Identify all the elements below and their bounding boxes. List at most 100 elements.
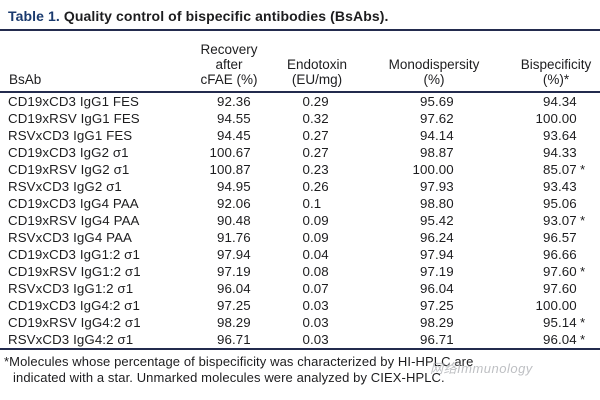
endotoxin-cell: 0.32 [302,111,329,126]
bsab-cell: RSVxCD3 IgG4:2 σ1 [8,332,134,347]
table-footnote: *Molecules whose percentage of bispecifi… [0,354,600,385]
bsab-cell: CD19xRSV IgG4:2 σ1 [8,315,141,330]
monodispersity-cell: 94.14 [420,128,454,143]
star-marker: * [580,332,586,347]
star-marker [580,127,590,144]
bispecificity-cell: 95.14 * [457,314,590,331]
recovery-cell: 91.76 [217,230,251,245]
table-row: CD19xRSV IgG1 FES 94.55 0.32 97.62 100.0… [0,110,600,127]
bispecificity-cell: 100.00 [457,110,590,127]
bispecificity-cell: 96.04 * [457,331,590,348]
bispecificity-cell: 96.66 [457,246,590,263]
recovery-cell: 90.48 [217,213,251,228]
monodispersity-cell: 98.80 [420,196,454,211]
star-marker [580,195,590,212]
bispecificity-cell: 97.60 * [457,263,590,280]
column-header-monodispersity: Monodispersity (%) [388,57,480,87]
table-row: RSVxCD3 IgG1 FES 94.45 0.27 94.14 93.64 [0,127,600,144]
endotoxin-cell: 0.04 [302,247,329,262]
recovery-cell: 94.45 [217,128,251,143]
endotoxin-cell: 0.07 [302,281,329,296]
endotoxin-cell: 0.09 [302,230,329,245]
bsab-cell: CD19xRSV IgG4 PAA [8,213,140,228]
monodispersity-cell: 97.19 [420,264,454,279]
star-marker: * [580,315,586,330]
star-marker: * [580,162,586,177]
bsab-cell: CD19xCD3 IgG1 FES [8,94,140,109]
table-row: CD19xCD3 IgG1:2 σ1 97.94 0.04 97.94 96.6… [0,246,600,263]
recovery-cell: 92.06 [217,196,251,211]
star-marker [580,93,590,110]
bsab-cell: CD19xCD3 IgG4:2 σ1 [8,298,140,313]
bsab-cell: CD19xCD3 IgG2 σ1 [8,145,129,160]
star-marker [580,178,590,195]
table-title-text: Quality control of bispecific antibodies… [63,8,389,24]
table-row: RSVxCD3 IgG1:2 σ1 96.04 0.07 96.04 97.60 [0,280,600,297]
recovery-cell: 96.04 [217,281,251,296]
recovery-cell: 92.36 [217,94,251,109]
bsab-cell: RSVxCD3 IgG4 PAA [8,230,133,245]
bispecificity-cell: 94.34 [457,93,590,110]
table-row: RSVxCD3 IgG2 σ1 94.95 0.26 97.93 93.43 [0,178,600,195]
table-row: CD19xCD3 IgG4:2 σ1 97.25 0.03 97.25 100.… [0,297,600,314]
footnote-line: indicated with a star. Unmarked molecule… [13,369,445,385]
star-marker [580,144,590,161]
bispecificity-cell: 93.07 * [457,212,590,229]
bsab-cell: CD19xRSV IgG2 σ1 [8,162,130,177]
bispecificity-cell: 85.07 * [457,161,590,178]
recovery-cell: 97.25 [217,298,251,313]
bispecificity-cell: 94.33 [457,144,590,161]
table-body: CD19xCD3 IgG1 FES 92.36 0.29 95.69 94.34… [0,93,600,348]
recovery-cell: 96.71 [217,332,251,347]
star-marker [580,246,590,263]
bsab-cell: CD19xRSV IgG1 FES [8,111,140,126]
star-marker: * [580,264,586,279]
recovery-cell: 98.29 [217,315,251,330]
bispecificity-cell: 100.00 [457,297,590,314]
monodispersity-cell: 97.94 [420,247,454,262]
bsab-cell: RSVxCD3 IgG2 σ1 [8,179,122,194]
table-row: CD19xRSV IgG2 σ1 100.87 0.23 100.00 85.0… [0,161,600,178]
bispecificity-cell: 93.43 [457,178,590,195]
monodispersity-cell: 96.24 [420,230,454,245]
star-marker [580,280,590,297]
monodispersity-cell: 100.00 [412,162,454,177]
column-header-bsab: BsAb [9,72,42,87]
recovery-cell: 97.19 [217,264,251,279]
bispecificity-cell: 93.64 [457,127,590,144]
table-row: CD19xCD3 IgG1 FES 92.36 0.29 95.69 94.34 [0,93,600,110]
recovery-cell: 100.87 [209,162,251,177]
table-row: RSVxCD3 IgG4 PAA 91.76 0.09 96.24 96.57 [0,229,600,246]
monodispersity-cell: 95.42 [420,213,454,228]
bispecificity-cell: 96.57 [457,229,590,246]
header-rule [0,91,600,93]
endotoxin-cell: 0.03 [302,332,329,347]
bsab-cell: CD19xCD3 IgG1:2 σ1 [8,247,140,262]
monodispersity-cell: 96.04 [420,281,454,296]
endotoxin-cell: 0.26 [302,179,329,194]
endotoxin-cell: 0.27 [302,145,329,160]
recovery-cell: 97.94 [217,247,251,262]
monodispersity-cell: 97.93 [420,179,454,194]
star-marker [580,229,590,246]
monodispersity-cell: 95.69 [420,94,454,109]
star-marker [580,297,590,314]
endotoxin-cell: 0.08 [302,264,329,279]
monodispersity-cell: 97.25 [420,298,454,313]
footnote-line: *Molecules whose percentage of bispecifi… [4,354,474,369]
table-number-label: Table 1. [8,8,60,24]
endotoxin-cell: 0.23 [302,162,329,177]
star-marker: * [580,213,586,228]
monodispersity-cell: 98.29 [420,315,454,330]
endotoxin-cell: 0.09 [302,213,329,228]
recovery-cell: 100.67 [209,145,251,160]
monodispersity-cell: 97.62 [420,111,454,126]
bsab-cell: RSVxCD3 IgG1:2 σ1 [8,281,134,296]
endotoxin-cell: 0.29 [302,94,329,109]
endotoxin-cell: 0.03 [302,315,329,330]
bsab-cell: RSVxCD3 IgG1 FES [8,128,133,143]
table-row: CD19xCD3 IgG4 PAA 92.06 0.1 98.80 95.06 [0,195,600,212]
bispecificity-cell: 95.06 [457,195,590,212]
column-header-endotoxin: Endotoxin (EU/mg) [286,57,348,87]
